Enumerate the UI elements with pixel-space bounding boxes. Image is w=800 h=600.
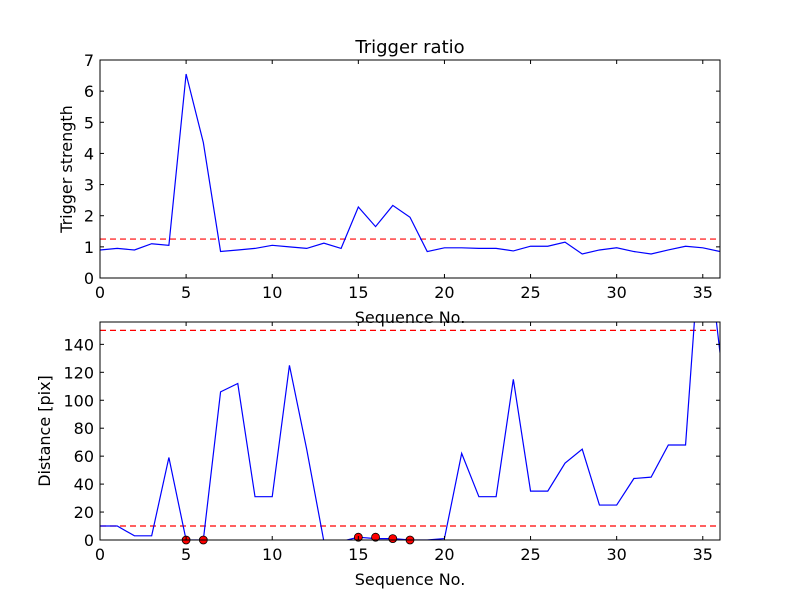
distance-chart: 0 5 10 15 20 25 30 35 0 20 40 60 80 100 120 140 Sequen… [35, 321, 721, 589]
x-tick-label: 15 [348, 545, 368, 564]
chart-title: Trigger ratio [354, 37, 464, 58]
y-tick-label: 100 [63, 391, 94, 410]
y-tick-label: 3 [84, 176, 94, 195]
plot-frame [99, 59, 721, 279]
trigger-ratio-chart: Trigger ratio 0 5 10 15 20 25 30 35 0 1 2 3 4 5 6 7 Se… [57, 37, 721, 327]
x-tick-label: 15 [348, 283, 368, 302]
y-tick-label: 0 [84, 531, 94, 550]
y-tick-label: 6 [84, 82, 94, 101]
y-tick-label: 140 [63, 335, 94, 354]
x-tick-label: 0 [95, 545, 105, 564]
x-tick-label: 25 [520, 545, 540, 564]
y-tick-label: 120 [63, 363, 94, 382]
x-tick-label: 5 [181, 545, 191, 564]
data-point-marker [388, 534, 398, 544]
y-axis-label: Trigger strength [57, 105, 76, 234]
y-tick-label: 5 [84, 113, 94, 132]
x-tick-label: 35 [693, 283, 713, 302]
x-tick-label: 25 [520, 283, 540, 302]
x-tick-label: 10 [262, 283, 282, 302]
y-tick-label: 20 [74, 503, 94, 522]
x-tick-label: 35 [693, 545, 713, 564]
x-tick-label: 20 [434, 545, 454, 564]
x-tick-label: 30 [606, 283, 626, 302]
x-axis-label: Sequence No. [355, 308, 466, 327]
y-tick-label: 40 [74, 475, 94, 494]
y-tick-label: 2 [84, 207, 94, 226]
series-line [100, 73, 720, 255]
y-tick-label: 1 [84, 238, 94, 257]
series-line [100, 322, 720, 540]
y-tick-label: 0 [84, 269, 94, 288]
x-axis-label: Sequence No. [355, 570, 466, 589]
x-tick-label: 0 [95, 283, 105, 302]
y-tick-label: 7 [84, 51, 94, 70]
x-tick-label: 10 [262, 545, 282, 564]
y-tick-label: 4 [84, 144, 94, 163]
plot-frame [99, 321, 721, 541]
y-tick-label: 80 [74, 419, 94, 438]
x-tick-label: 30 [606, 545, 626, 564]
data-point-marker [371, 532, 380, 542]
x-tick-label: 20 [434, 283, 454, 302]
y-axis-label: Distance [pix] [35, 375, 54, 487]
x-tick-label: 5 [181, 283, 191, 302]
y-tick-label: 60 [74, 447, 94, 466]
